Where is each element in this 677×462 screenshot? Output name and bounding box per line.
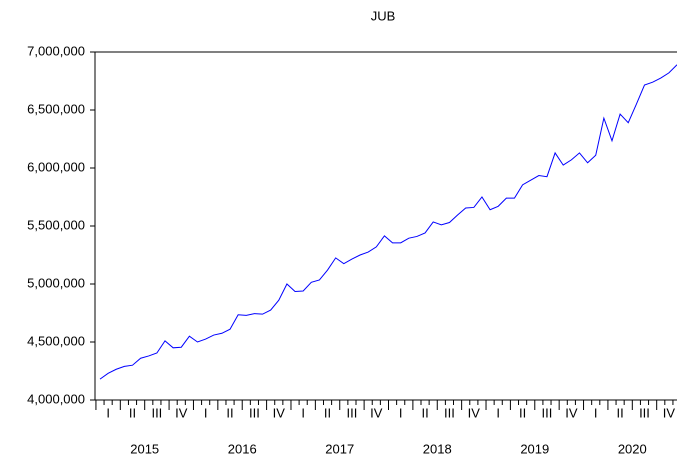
- y-tick-label: 5,500,000: [27, 217, 85, 232]
- y-tick-label: 4,000,000: [27, 391, 85, 406]
- y-tick-label: 7,000,000: [27, 43, 85, 58]
- x-tick-label: II: [226, 405, 233, 420]
- x-tick-label: II: [519, 405, 526, 420]
- x-tick-label: IV: [370, 405, 383, 420]
- y-tick-label: 6,500,000: [27, 101, 85, 116]
- x-tick-label: III: [542, 405, 553, 420]
- year-label: 2016: [228, 441, 257, 456]
- x-tick-label: IV: [565, 405, 578, 420]
- x-tick-label: III: [639, 405, 650, 420]
- x-tick-label: IV: [468, 405, 481, 420]
- year-label: 2017: [325, 441, 354, 456]
- x-tick-label: IV: [273, 405, 286, 420]
- x-tick-label: III: [444, 405, 455, 420]
- year-label: 2020: [618, 441, 647, 456]
- data-line: [99, 64, 677, 380]
- y-tick-label: 4,500,000: [27, 333, 85, 348]
- x-tick-label: III: [151, 405, 162, 420]
- x-tick-label: I: [496, 405, 500, 420]
- year-label: 2019: [520, 441, 549, 456]
- x-tick-label: III: [347, 405, 358, 420]
- y-tick-label: 5,000,000: [27, 275, 85, 290]
- x-tick-label: IV: [175, 405, 188, 420]
- x-tick-label: II: [129, 405, 136, 420]
- x-tick-label: IV: [663, 405, 676, 420]
- x-tick-label: I: [301, 405, 305, 420]
- x-tick-label: I: [106, 405, 110, 420]
- x-tick-label: I: [399, 405, 403, 420]
- x-tick-label: I: [594, 405, 598, 420]
- year-label: 2015: [130, 441, 159, 456]
- year-label: 2018: [423, 441, 452, 456]
- x-tick-label: II: [421, 405, 428, 420]
- x-tick-label: I: [204, 405, 208, 420]
- chart-title: JUB: [371, 8, 396, 23]
- y-tick-label: 6,000,000: [27, 159, 85, 174]
- x-tick-label: II: [616, 405, 623, 420]
- x-tick-label: III: [249, 405, 260, 420]
- x-tick-label: II: [324, 405, 331, 420]
